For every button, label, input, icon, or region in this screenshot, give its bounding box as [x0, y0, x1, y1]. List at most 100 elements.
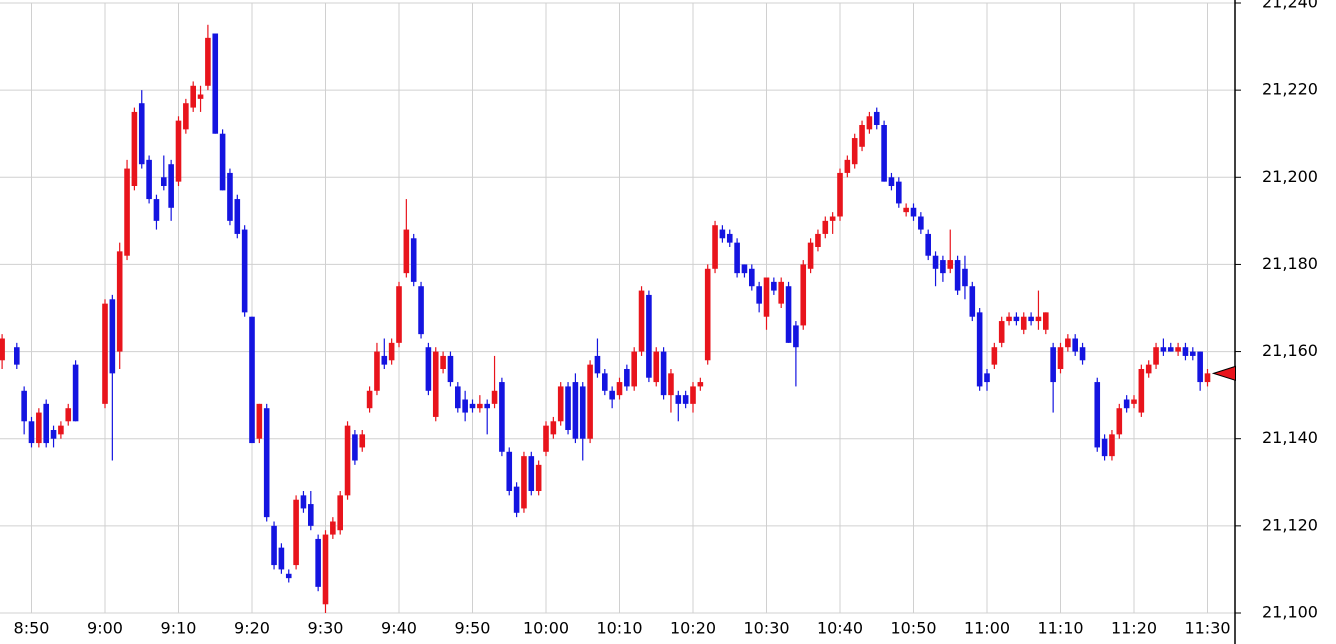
candle-body: [447, 355, 454, 383]
candle-body: [477, 403, 483, 409]
y-tick-label: 21,140: [1262, 428, 1318, 447]
candle-body: [756, 286, 762, 304]
candle-body: [396, 286, 402, 343]
candle-body: [102, 303, 108, 404]
candle-body: [749, 268, 755, 287]
x-tick-label: 9:50: [455, 619, 491, 638]
candle-body: [1153, 347, 1159, 365]
candle-body: [50, 430, 57, 439]
candles: [0, 24, 1211, 613]
candle-body: [793, 325, 799, 348]
candle-body: [1145, 364, 1152, 374]
candle-body: [704, 268, 711, 361]
candle-body: [984, 373, 990, 383]
candle-body: [594, 355, 601, 374]
candle-body: [940, 260, 946, 274]
candle-body: [778, 281, 784, 304]
x-tick-label: 10:30: [743, 619, 789, 638]
candle-body: [807, 242, 814, 269]
x-tick-label: 10:00: [523, 619, 569, 638]
candle-body: [344, 425, 351, 496]
candle-body: [65, 408, 72, 422]
candle-body: [660, 351, 667, 396]
candle-body: [521, 456, 527, 509]
candle-body: [0, 338, 5, 361]
candle-body: [734, 242, 740, 274]
candle-body: [1072, 338, 1078, 352]
candle-body: [873, 111, 880, 125]
candle-body: [153, 199, 160, 221]
candle-body: [535, 464, 542, 491]
candle-body: [1138, 369, 1145, 413]
candle-body: [1131, 399, 1137, 404]
candle-body: [572, 382, 579, 439]
candle-body: [403, 229, 410, 274]
candle-body: [138, 103, 145, 165]
candle-body: [859, 125, 865, 147]
candle-body: [675, 395, 682, 404]
candle-body: [609, 390, 615, 400]
candle-body: [1182, 347, 1189, 356]
x-tick-label: 9:40: [381, 619, 417, 638]
y-tick-label: 21,220: [1262, 80, 1318, 99]
candle-body: [1035, 316, 1042, 322]
candle-body: [455, 386, 461, 409]
candle-body: [491, 390, 498, 404]
candle-body: [300, 495, 307, 509]
candle-body: [388, 342, 395, 361]
candle-body: [1057, 347, 1064, 369]
candle-body: [785, 286, 792, 343]
candle-body: [190, 85, 196, 108]
candle-body: [219, 133, 226, 191]
x-tick-label: 10:40: [817, 619, 863, 638]
candle-body: [837, 172, 843, 217]
candle-body: [381, 355, 388, 365]
candle-body: [1190, 351, 1196, 356]
candle-body: [557, 386, 564, 422]
candle-body: [998, 321, 1005, 343]
candle-body: [1028, 316, 1034, 322]
candle-body: [616, 382, 623, 396]
candle-body: [234, 199, 241, 234]
candle-body: [881, 125, 887, 182]
candle-body: [227, 172, 233, 221]
candle-body: [418, 286, 424, 335]
candle-body: [337, 495, 343, 531]
candle-body: [682, 395, 689, 404]
candle-body: [638, 290, 645, 352]
candle-body: [976, 312, 983, 387]
candle-body: [21, 390, 27, 422]
candle-body: [763, 277, 770, 317]
candle-body: [1079, 347, 1086, 361]
candle-body: [888, 177, 895, 186]
candle-body: [205, 37, 211, 86]
x-tick-label: 8:50: [14, 619, 50, 638]
candle-body: [1109, 434, 1115, 457]
candle-body: [513, 486, 520, 513]
y-tick-label: 21,100: [1262, 603, 1318, 622]
candle-body: [543, 425, 549, 452]
candle-body: [28, 421, 35, 444]
candle-body: [550, 421, 557, 435]
candle-body: [212, 33, 219, 134]
candle-body: [579, 386, 586, 439]
candle-body: [646, 294, 652, 378]
x-tick-label: 11:10: [1037, 619, 1083, 638]
candle-body: [1116, 408, 1123, 435]
candle-body: [131, 111, 138, 186]
candle-body: [506, 451, 513, 491]
candle-body: [263, 408, 270, 518]
x-tick-label: 9:00: [87, 619, 123, 638]
candle-body: [1101, 438, 1108, 457]
x-tick-label: 11:00: [964, 619, 1010, 638]
candle-body: [1065, 338, 1071, 348]
candle-body: [278, 547, 285, 570]
candle-body: [374, 351, 380, 391]
candle-body: [315, 538, 321, 587]
candle-body: [352, 434, 358, 461]
candle-body: [712, 225, 718, 269]
x-tick-label: 9:30: [308, 619, 344, 638]
candle-body: [1020, 316, 1027, 330]
candle-body: [175, 120, 182, 182]
